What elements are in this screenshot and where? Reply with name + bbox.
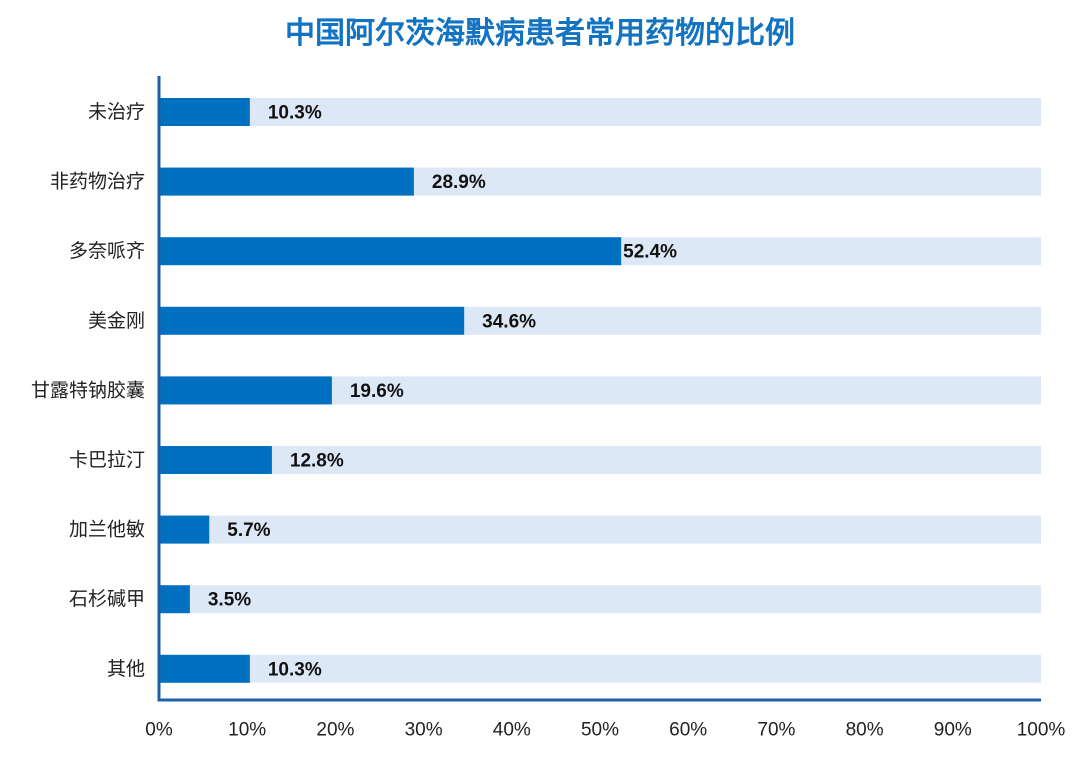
bar-track: [159, 585, 1041, 614]
chart-title: 中国阿尔茨海默病患者常用药物的比例: [285, 16, 795, 51]
bar: [159, 515, 210, 544]
category-label: 甘露特钠胶囊: [31, 379, 145, 401]
data-label: 52.4%: [623, 242, 677, 263]
data-label: 19.6%: [350, 381, 404, 402]
x-tick-label: 80%: [846, 720, 884, 741]
x-tick-label: 20%: [316, 720, 354, 741]
bar-track: [159, 515, 1041, 544]
data-label: 10.3%: [268, 659, 322, 680]
x-tick-label: 0%: [145, 720, 173, 741]
bar-track: [159, 446, 1041, 474]
label-layer: 未治疗 10.3% 非药物治疗 28.9% 多奈哌齐 52.4% 美金刚 34.6% 甘露特钠胶…: [31, 101, 677, 680]
x-tick-label: 90%: [934, 720, 972, 741]
bar: [159, 585, 190, 614]
data-label: 3.5%: [208, 590, 251, 611]
category-label: 美金刚: [88, 310, 145, 332]
category-label: 其他: [107, 658, 145, 680]
x-tick-label: 50%: [581, 720, 619, 741]
bar-layer: [159, 98, 622, 683]
bar: [159, 167, 414, 196]
axis-layer: 0% 10% 20% 30% 40% 50% 60% 70% 80% 90% 100%: [145, 76, 1065, 741]
x-tick-label: 10%: [228, 720, 266, 741]
x-tick-label: 60%: [669, 720, 707, 741]
category-label: 卡巴拉汀: [69, 449, 145, 471]
x-tick-label: 70%: [757, 720, 795, 741]
data-label: 12.8%: [290, 451, 344, 472]
data-label: 10.3%: [268, 103, 322, 124]
x-tick-label: 100%: [1017, 720, 1066, 741]
data-label: 5.7%: [227, 520, 270, 541]
bar: [159, 376, 332, 405]
category-label: 未治疗: [88, 101, 145, 123]
category-label: 非药物治疗: [50, 171, 145, 193]
category-label: 多奈哌齐: [69, 240, 145, 262]
bar: [159, 306, 465, 335]
data-label: 34.6%: [482, 311, 536, 332]
x-tick-label: 40%: [493, 720, 531, 741]
bar: [159, 446, 272, 474]
category-label: 石杉碱甲: [69, 588, 145, 610]
bar-track: [159, 654, 1041, 683]
category-label: 加兰他敏: [69, 519, 145, 541]
bar-track: [159, 98, 1041, 126]
bar: [159, 654, 250, 683]
bar: [159, 98, 250, 126]
x-tick-label: 30%: [405, 720, 443, 741]
bar: [159, 237, 622, 266]
data-label: 28.9%: [432, 172, 486, 193]
